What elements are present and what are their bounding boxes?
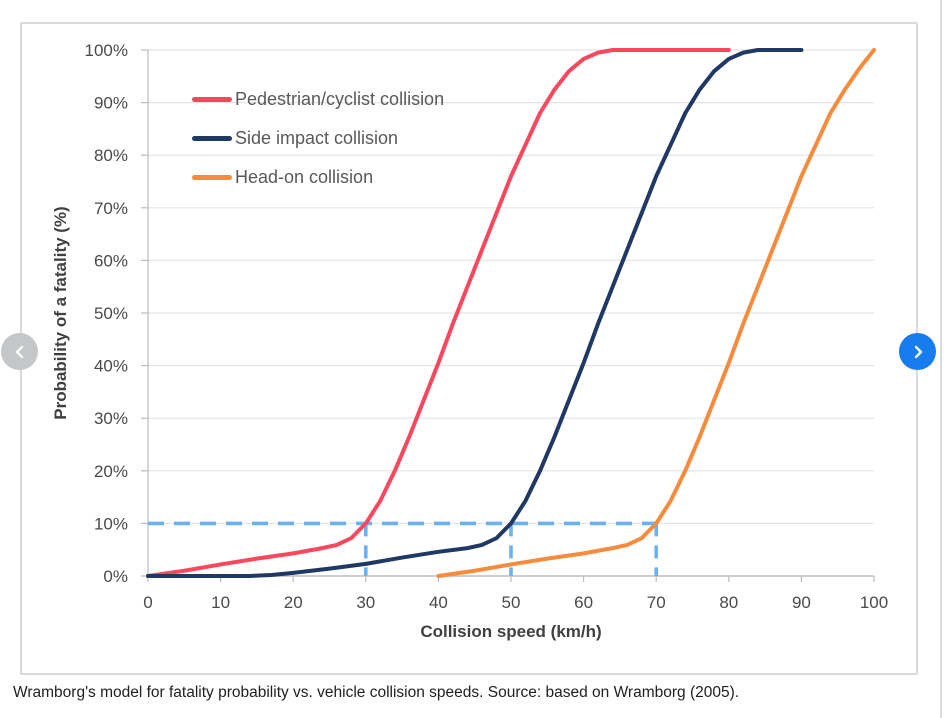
y-tick-label: 70% [94, 199, 128, 218]
legend-line-swatch-head-on [192, 174, 232, 180]
legend-line-swatch-side-impact [192, 135, 232, 141]
y-tick-label: 60% [94, 251, 128, 270]
legend-label-pedestrian: Pedestrian/cyclist collision [235, 88, 445, 109]
x-tick-label: 70 [647, 593, 666, 612]
chart-container: 0% 10% 20% 30% 40% 50% 60% 70% 80% 90% 100% 0 10 20 30… [20, 22, 918, 675]
y-tick-label: 90% [94, 94, 128, 113]
legend-item-side-impact: Side impact collision [192, 127, 444, 149]
next-card-edge [940, 0, 942, 718]
figure-caption: Wramborg's model for fatality probabilit… [13, 684, 740, 701]
x-tick-label: 90 [792, 593, 811, 612]
y-tick-label: 20% [94, 462, 128, 481]
y-tick-label: 40% [94, 357, 128, 376]
legend-item-head-on: Head-on collision [192, 166, 444, 188]
y-tick-label: 10% [94, 514, 128, 533]
x-tick-label: 40 [429, 593, 448, 612]
chart-legend: Pedestrian/cyclist collision Side impact… [192, 88, 444, 188]
y-tick-label: 100% [85, 41, 128, 60]
x-tick-label: 10 [211, 593, 230, 612]
legend-line-swatch-pedestrian [192, 96, 232, 102]
x-tick-label: 30 [356, 593, 375, 612]
chart-card: 0% 10% 20% 30% 40% 50% 60% 70% 80% 90% 100% 0 10 20 30… [20, 22, 918, 675]
legend-label-side-impact: Side impact collision [235, 127, 399, 148]
legend-label-head-on: Head-on collision [235, 166, 374, 187]
chevron-left-icon [15, 345, 23, 358]
legend-item-pedestrian-cyclist: Pedestrian/cyclist collision [192, 88, 444, 110]
carousel-prev-button[interactable] [1, 333, 38, 370]
series-line [436, 48, 876, 578]
y-tick-label: 0% [103, 567, 128, 586]
y-tick-label: 50% [94, 304, 128, 323]
x-tick-label: 100 [860, 593, 888, 612]
x-axis-title: Collision speed (km/h) [420, 622, 602, 641]
x-tick-label: 50 [502, 593, 521, 612]
x-tick-label: 20 [284, 593, 303, 612]
x-tick-label: 0 [143, 593, 152, 612]
y-tick-label: 30% [94, 409, 128, 428]
y-axis-title: Probability of a fatality (%) [51, 206, 70, 420]
series-line [146, 48, 804, 578]
plot-area: 0% 10% 20% 30% 40% 50% 60% 70% 80% 90% 100% 0 10 20 30… [85, 41, 889, 612]
x-tick-label: 60 [574, 593, 593, 612]
chevron-right-icon [914, 345, 922, 358]
carousel-next-button[interactable] [899, 333, 936, 370]
x-tick-label: 80 [719, 593, 738, 612]
series-line [146, 48, 731, 578]
y-tick-label: 80% [94, 146, 128, 165]
